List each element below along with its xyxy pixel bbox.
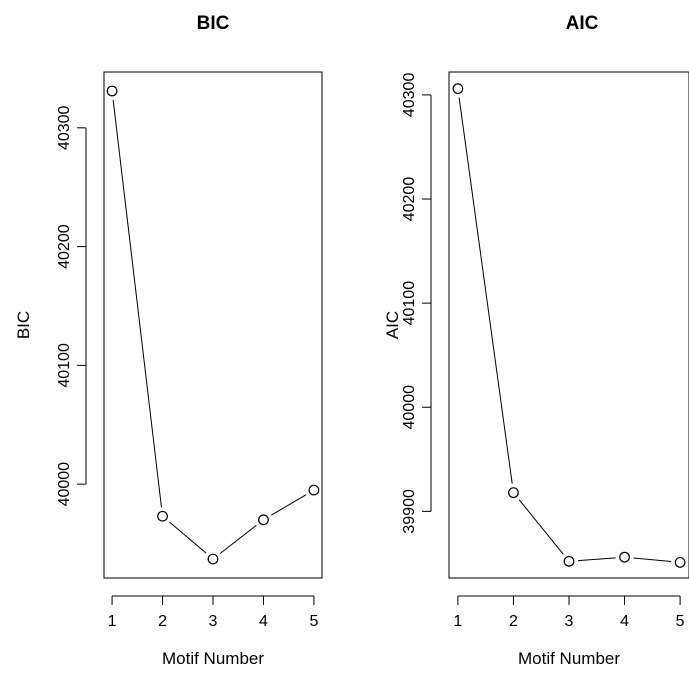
bic-data-point xyxy=(308,484,320,496)
aic-plot-frame xyxy=(448,71,689,579)
aic-x-tick-label: 1 xyxy=(453,613,462,630)
bic-y-tick-label: 40000 xyxy=(56,462,73,507)
aic-y-tick-label: 40000 xyxy=(401,385,418,430)
bic-series-line-segment xyxy=(112,99,162,508)
aic-data-point xyxy=(508,487,519,499)
bic-series-line-segment xyxy=(270,494,307,516)
aic-y-tick-label: 40300 xyxy=(401,73,418,118)
bic-data-point xyxy=(258,514,269,526)
aic-y-tick-label: 40200 xyxy=(401,177,418,222)
aic-y-axis-label: AIC xyxy=(383,311,402,339)
aic-x-tick-label: 4 xyxy=(620,613,629,630)
aic-series-line-segment xyxy=(577,557,616,562)
bic-panel: BIC 40000 40100 40200 40300 1 2 3 4 5 Motif Number… xyxy=(14,13,323,668)
aic-series-line-segment xyxy=(518,499,564,555)
bic-y-tick-label: 40300 xyxy=(56,105,73,150)
bic-plot-frame xyxy=(103,71,323,579)
bic-x-tick-label: 1 xyxy=(108,613,117,630)
aic-data-point xyxy=(452,83,464,95)
bic-x-tick-label: 3 xyxy=(209,613,218,630)
aic-x-tick-label: 2 xyxy=(509,613,518,630)
bic-data-point xyxy=(157,510,168,522)
aic-series-line-segment xyxy=(633,557,672,563)
aic-data-point xyxy=(619,551,630,563)
aic-y-tick-label: 39900 xyxy=(401,489,418,534)
aic-x-tick-label: 3 xyxy=(565,613,574,630)
bic-chart-title: BIC xyxy=(197,13,230,34)
bic-data-point xyxy=(207,553,219,565)
aic-chart-title: AIC xyxy=(566,13,599,34)
aic-panel: AIC 39900 40000 40100 40200 40300 1 2 3 4 5 Motif N… xyxy=(383,13,689,668)
bic-x-tick-label: 4 xyxy=(259,613,268,630)
bic-y-tick-label: 40100 xyxy=(56,343,73,388)
bic-series-line-segment xyxy=(169,521,207,554)
aic-data-point xyxy=(563,555,575,567)
bic-x-tick-label: 5 xyxy=(309,613,318,630)
bic-y-tick-label: 40200 xyxy=(56,224,73,269)
aic-x-tick-label: 5 xyxy=(676,613,685,630)
bic-series-line-segment xyxy=(219,524,257,554)
bic-x-axis-label: Motif Number xyxy=(162,649,264,668)
aic-x-axis-label: Motif Number xyxy=(518,649,620,668)
aic-y-tick-label: 40100 xyxy=(401,281,418,326)
bic-y-axis-label: BIC xyxy=(14,311,33,339)
bic-x-tick-label: 2 xyxy=(158,613,167,630)
bic-data-point xyxy=(106,85,118,97)
aic-data-point xyxy=(674,556,686,568)
aic-series-line-segment xyxy=(458,97,513,484)
